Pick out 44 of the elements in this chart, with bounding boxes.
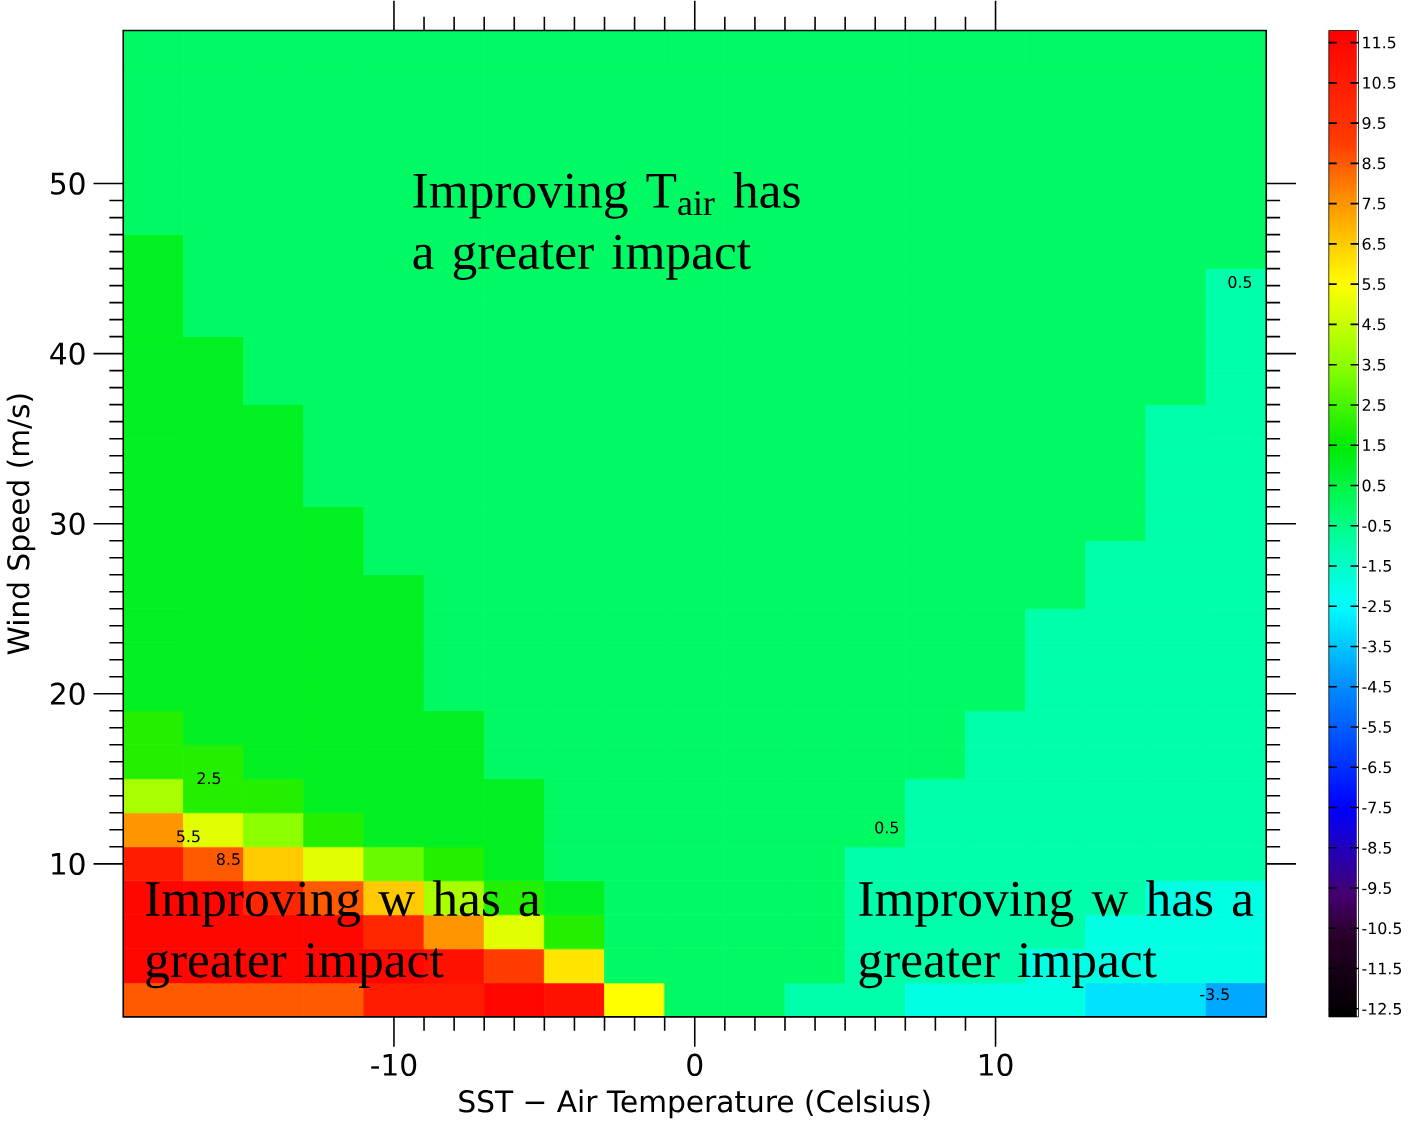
color-bar-label: 2.5 xyxy=(1362,399,1386,411)
annotation: -3.5 xyxy=(1200,988,1229,1001)
color-bar-label: -0.5 xyxy=(1362,519,1391,532)
color-bar-label: -8.5 xyxy=(1362,841,1391,854)
color-bar-label: -12.5 xyxy=(1362,1002,1402,1015)
annotation: 0.5 xyxy=(875,821,898,834)
annotation: 5.5 xyxy=(177,830,200,843)
y-axis-title: Wind Speed (m/s) xyxy=(6,394,36,655)
color-bar-label: 9.5 xyxy=(1362,117,1386,130)
color-bar-label: -10.5 xyxy=(1362,922,1402,935)
color-bar-label: -5.5 xyxy=(1362,721,1391,733)
color-bar-label: -3.5 xyxy=(1362,640,1391,653)
color-bar-label: -2.5 xyxy=(1362,600,1391,613)
color-bar-label: 8.5 xyxy=(1362,157,1386,170)
annotation: Improving w has a greater impact xyxy=(859,880,1254,989)
color-bar-label: -1.5 xyxy=(1362,560,1391,572)
color-bar-label: 6.5 xyxy=(1362,237,1386,250)
color-bar-label: 10.5 xyxy=(1363,76,1396,89)
color-bar-label: -4.5 xyxy=(1362,680,1391,693)
x-tick-label: 10 xyxy=(979,1053,1013,1077)
annotation: 8.5 xyxy=(216,853,240,866)
color-bar-label: -7.5 xyxy=(1362,801,1391,814)
color-bar-label: 1.5 xyxy=(1363,439,1386,452)
color-bar-label: 3.5 xyxy=(1362,358,1386,371)
color-bar-label: 11.5 xyxy=(1363,36,1396,49)
y-tick-label: 30 xyxy=(51,512,85,535)
color-bar-label: -9.5 xyxy=(1362,882,1391,895)
x-tick-label: -10 xyxy=(371,1053,417,1077)
y-tick-label: 50 xyxy=(51,172,85,195)
y-tick-label: 10 xyxy=(52,852,85,876)
color-bar-label: -6.5 xyxy=(1362,761,1391,774)
x-axis-title: SST − Air Temperature (Celsius) xyxy=(459,1089,930,1119)
color-bar-label: -11.5 xyxy=(1362,962,1402,975)
color-bar-label: 4.5 xyxy=(1362,318,1386,331)
color-bar-label: 7.5 xyxy=(1362,197,1386,210)
y-tick-label: 40 xyxy=(50,342,85,365)
color-bar-label: 0.5 xyxy=(1362,479,1386,492)
annotation: Improving w has a greater impact xyxy=(146,880,540,989)
color-bar-label: 5.5 xyxy=(1362,278,1386,291)
y-tick-label: 20 xyxy=(50,682,85,706)
annotation: 0.5 xyxy=(1228,276,1252,289)
annotation: 2.5 xyxy=(197,772,221,785)
x-tick-label: 0 xyxy=(687,1053,703,1077)
annotation: Improving T$_{air}$ has a greater impact xyxy=(413,172,800,280)
